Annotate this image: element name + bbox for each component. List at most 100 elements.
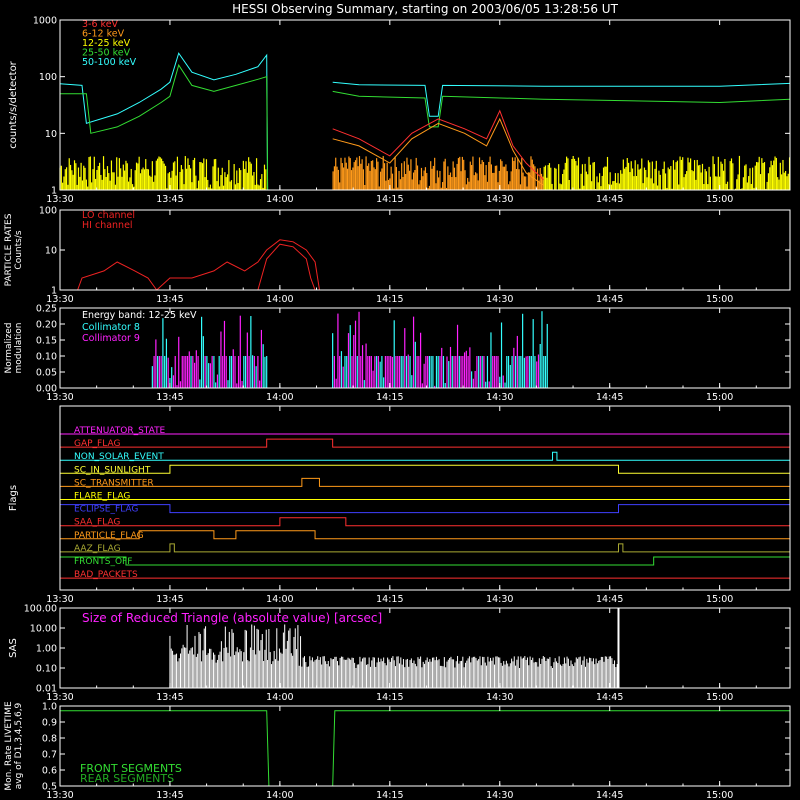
panel-frame — [59, 19, 791, 191]
y-axis-label: Flags — [8, 485, 19, 511]
x-tick-label: 14:00 — [266, 594, 293, 605]
series-line-50-100-keV — [59, 52, 269, 191]
x-tick-label: 14:45 — [596, 594, 623, 605]
x-tick-label: 14:15 — [376, 594, 403, 605]
annotation: Energy band: 12-25 keV — [82, 310, 197, 321]
y-tick-label: 1000 — [33, 16, 57, 27]
y-tick-label: 1 — [51, 186, 57, 197]
y-tick-label: 100.00 — [24, 604, 57, 615]
y-tick-label: 1.0 — [42, 702, 57, 713]
y-tick-label: 0.05 — [36, 368, 57, 379]
figure-title: HESSI Observing Summary, starting on 200… — [232, 2, 618, 16]
x-tick-label: 14:00 — [266, 392, 293, 403]
legend-entry: LO channel — [82, 210, 135, 221]
y-tick-label: 10 — [45, 246, 57, 257]
x-tick-label: 15:00 — [706, 294, 733, 305]
series-line-25-50-keV — [60, 63, 269, 191]
x-tick-label: 14:00 — [266, 692, 293, 703]
x-tick-label: 15:00 — [706, 392, 733, 403]
panel-frame — [59, 405, 791, 591]
legend-entry: Collimator 8 — [82, 322, 140, 333]
y-tick-label: 0.10 — [36, 664, 57, 675]
x-tick-label: 13:45 — [156, 294, 183, 305]
x-tick-label: 13:30 — [46, 790, 73, 800]
flag-label: GAP_FLAG — [74, 439, 120, 449]
x-tick-label: 14:15 — [376, 194, 403, 205]
x-tick-label: 13:30 — [46, 594, 73, 605]
flag-line — [59, 504, 791, 514]
x-tick-label: 14:45 — [596, 194, 623, 205]
flag-label: SC_IN_SUNLIGHT — [74, 465, 151, 475]
legend-entry: Collimator 9 — [82, 333, 140, 344]
y-tick-label: 1 — [51, 286, 57, 297]
x-tick-label: 13:45 — [156, 790, 183, 800]
legend-entry: HI channel — [82, 220, 133, 231]
x-tick-label: 13:45 — [156, 194, 183, 205]
flag-line — [60, 530, 790, 540]
flag-line — [59, 556, 791, 566]
x-tick-label: 14:30 — [486, 790, 513, 800]
x-tick-label: 13:30 — [46, 392, 73, 403]
x-tick-label: 14:15 — [376, 294, 403, 305]
x-tick-label: 14:30 — [486, 194, 513, 205]
x-tick-label: 14:45 — [596, 294, 623, 305]
x-tick-label: 13:30 — [46, 194, 73, 205]
flag-line — [60, 477, 790, 487]
y-tick-label: 0.25 — [36, 304, 57, 315]
x-tick-label: 14:45 — [596, 790, 623, 800]
panel-frame — [59, 607, 791, 689]
legend-entry: 12-25 keV — [82, 38, 131, 49]
flag-line — [60, 464, 790, 474]
y-tick-label: 0.20 — [36, 320, 57, 331]
x-tick-label: 14:30 — [486, 594, 513, 605]
y-tick-label: 0.7 — [42, 750, 57, 761]
flag-label: ATTENUATOR_STATE — [74, 426, 166, 436]
x-tick-label: 13:30 — [46, 294, 73, 305]
series-line-6-12-keV — [332, 117, 544, 186]
annotation: Size of Reduced Triangle (absolute value… — [82, 611, 382, 625]
flag-label: PARTICLE_FLAG — [74, 531, 144, 541]
legend-entry: 6-12 keV — [82, 29, 125, 40]
panel-frame — [59, 705, 791, 787]
flag-label: BAD_PACKETS — [74, 570, 138, 580]
flag-line — [60, 517, 790, 527]
x-tick-label: 14:30 — [486, 392, 513, 403]
y-tick-label: 0.6 — [42, 766, 57, 777]
x-tick-label: 15:00 — [706, 692, 733, 703]
x-tick-label: 13:45 — [156, 594, 183, 605]
x-tick-label: 14:30 — [486, 692, 513, 703]
series-line-3-6-keV — [332, 109, 545, 181]
legend-entry: FRONT SEGMENTS — [80, 762, 182, 775]
legend-entry: 25-50 keV — [82, 48, 131, 59]
flag-label: AAZ_FLAG — [74, 544, 121, 554]
legend-entry: REAR SEGMENTS — [80, 772, 174, 785]
x-tick-label: 13:45 — [156, 392, 183, 403]
y-tick-label: 0.01 — [36, 684, 57, 695]
x-tick-label: 14:15 — [376, 692, 403, 703]
x-tick-label: 14:45 — [596, 392, 623, 403]
y-tick-label: 100 — [39, 206, 57, 217]
y-axis-label: PARTICLE RATES — [4, 213, 14, 286]
y-tick-label: 0.9 — [42, 718, 57, 729]
y-axis-label: modulation — [14, 323, 24, 374]
y-tick-label: 0.00 — [36, 384, 57, 395]
panel-modulation: 0.00 0.05 0.10 0.15 0.20 0.25 Energy band: 12-… — [4, 304, 791, 403]
flag-line — [60, 451, 790, 461]
flag-line — [60, 438, 790, 448]
x-tick-label: 14:00 — [266, 790, 293, 800]
series-line-50-100-keV — [332, 81, 791, 117]
flag-label: FLARE_FLAG — [74, 492, 130, 502]
y-axis-label: Normalized — [4, 322, 14, 373]
y-tick-label: 100 — [39, 72, 57, 83]
series-line-LO-channel — [60, 239, 790, 291]
flag-label: ECLIPSE_FLAG — [74, 505, 138, 515]
x-tick-label: 15:00 — [706, 594, 733, 605]
legend-entry: 3-6 keV — [82, 19, 119, 30]
y-axis-label: avg of D1,3,4,5,6,9 — [14, 702, 24, 789]
panel-sas: 0.01 0.10 1.00 10.00 100.00 Size of Reduced T… — [8, 604, 791, 703]
panel-frame — [59, 307, 791, 389]
panel-flags: ATTENUATOR_STATE GAP_FLAG NON_SOLAR_EVENT S… — [8, 405, 791, 605]
